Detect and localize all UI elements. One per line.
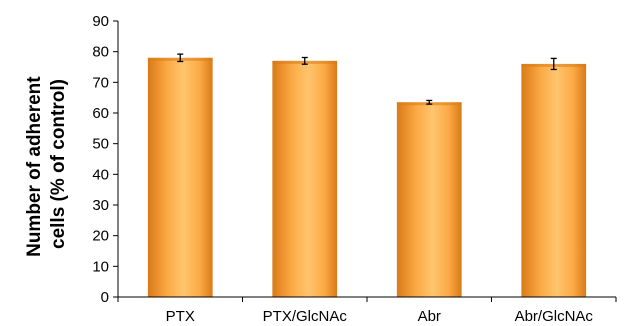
x-axis: PTX PTX/GlcNAc Abr Abr/GlcNAc: [117, 296, 617, 325]
y-axis-title-line-1: Number of adherent: [24, 76, 45, 257]
y-tick-label: 20: [92, 228, 109, 245]
y-tick-label: 0: [101, 289, 109, 306]
y-tick-label: 90: [92, 13, 109, 30]
x-tick-label: Abr: [418, 308, 441, 325]
y-tick-label: 70: [92, 74, 109, 91]
y-axis-title-line-2: cells (% of control): [48, 79, 69, 249]
x-tick-label: Abr/GlcNAc: [515, 308, 594, 325]
y-tick-label: 30: [92, 197, 109, 214]
y-axis: 0 10 20 30 40 50 60 70 80 90: [92, 13, 119, 306]
bar-abr-glcnac: [521, 63, 587, 297]
y-axis-title: Number of adherent cells (% of control): [24, 71, 69, 257]
x-tick-label: PTX: [166, 308, 195, 325]
y-tick-label: 10: [92, 258, 109, 275]
y-tick-label: 50: [92, 136, 109, 153]
y-tick-label: 40: [92, 166, 109, 183]
x-tick-label: PTX/GlcNAc: [263, 308, 348, 325]
y-tick-label: 60: [92, 105, 109, 122]
y-tick-label: 80: [92, 44, 109, 61]
bar-abr: [396, 102, 462, 298]
bars-group: [147, 57, 587, 298]
bar-ptx-glcnac: [272, 60, 338, 297]
bar-ptx: [147, 57, 213, 297]
error-bars-group: [177, 53, 557, 105]
